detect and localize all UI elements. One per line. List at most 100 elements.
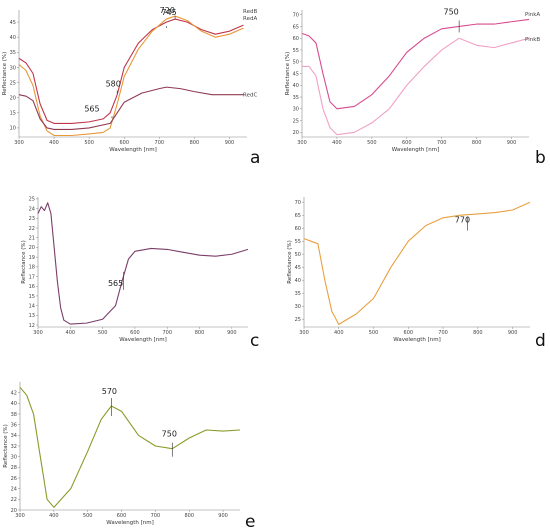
- y-tick-label: 30: [293, 107, 299, 113]
- annotation-label: 565: [84, 104, 99, 113]
- x-tick-label: 300: [299, 330, 309, 336]
- y-tick-label: 60: [295, 226, 301, 232]
- x-tick-label: 900: [508, 330, 518, 336]
- x-tick-label: 500: [84, 140, 94, 146]
- series-line-d: [303, 201, 531, 325]
- y-tick-label: 34: [11, 433, 17, 439]
- x-tick-label: 600: [119, 140, 129, 146]
- y-tick-label: 10: [10, 126, 16, 132]
- y-tick-label: 17: [29, 274, 35, 280]
- chart-panel-a: 300 400 500 600 700 800 900 10 15 20 25 30 35 40 45 Wav…: [2, 6, 260, 168]
- x-tick-label: 300: [33, 330, 43, 336]
- x-tick-label: 300: [15, 513, 25, 519]
- x-tick-label: 500: [98, 330, 108, 336]
- x-tick-label: 500: [83, 513, 93, 519]
- panel-label: e: [245, 512, 255, 532]
- x-tick-label: 800: [195, 330, 205, 336]
- x-tick-label: 300: [297, 140, 307, 146]
- x-axis-label: Wavelength [nm]: [393, 337, 441, 343]
- x-tick-label: 400: [334, 330, 344, 336]
- y-tick-label: 24: [11, 486, 17, 492]
- x-tick-label: 600: [402, 140, 412, 146]
- annotation-label: 570: [102, 387, 117, 396]
- y-tick-label: 45: [293, 71, 299, 77]
- panel-label: c: [250, 331, 259, 351]
- x-axis-label: Wavelength [nm]: [106, 520, 154, 526]
- series-line-c: [37, 202, 249, 325]
- y-tick-label: 15: [29, 294, 35, 300]
- series-line-PinkB: [302, 37, 530, 136]
- legend-entry: RedC: [243, 93, 257, 99]
- y-axis-label: Reflectance (%): [287, 240, 293, 284]
- series-line-RedC: [18, 86, 244, 130]
- y-tick-label: 13: [29, 313, 35, 319]
- x-axis-label: Wavelength [nm]: [109, 147, 157, 153]
- x-tick-label: 300: [14, 140, 24, 146]
- annotation-label: 745: [161, 8, 176, 17]
- y-tick-label: 25: [10, 80, 16, 86]
- y-tick-label: 12: [29, 323, 35, 329]
- y-tick-label: 70: [293, 13, 299, 19]
- x-tick-label: 800: [472, 140, 482, 146]
- y-tick-label: 45: [295, 265, 301, 271]
- y-tick-label: 20: [29, 245, 35, 251]
- y-tick-label: 14: [29, 303, 35, 309]
- x-tick-label: 600: [117, 513, 127, 519]
- x-axis-label: Wavelength [nm]: [119, 337, 167, 343]
- x-axis-label: Wavelength [nm]: [392, 147, 440, 153]
- y-tick-label: 24: [29, 206, 35, 212]
- panel-label: b: [535, 148, 546, 168]
- x-tick-label: 400: [49, 513, 59, 519]
- chart-panel-e: 300 400 500 600 700 800 900 20 22 24 26 28 30 32 34 36 3…: [3, 382, 255, 532]
- x-tick-label: 800: [473, 330, 483, 336]
- y-tick-label: 30: [10, 65, 16, 71]
- legend-entry: RedA: [243, 16, 257, 22]
- x-tick-label: 500: [367, 140, 377, 146]
- series-line-RedA: [18, 15, 244, 137]
- legend-entry: PinkB: [525, 37, 540, 43]
- annotation-label: 565: [108, 279, 123, 288]
- x-tick-label: 400: [332, 140, 342, 146]
- y-tick-label: 16: [29, 284, 35, 290]
- y-tick-label: 32: [11, 444, 17, 450]
- x-tick-label: 700: [151, 513, 161, 519]
- y-tick-label: 23: [29, 216, 35, 222]
- x-tick-label: 900: [225, 140, 235, 146]
- y-tick-label: 55: [293, 48, 299, 54]
- y-tick-label: 50: [293, 60, 299, 66]
- x-tick-label: 700: [438, 330, 448, 336]
- chart-panel-d: 300 400 500 600 700 800 900 25 30 35 40 45 50 55 60 65 7…: [287, 197, 546, 351]
- y-tick-label: 20: [10, 95, 16, 101]
- y-tick-label: 65: [295, 213, 301, 219]
- y-tick-label: 40: [10, 35, 16, 41]
- y-tick-label: 21: [29, 236, 35, 242]
- y-tick-label: 30: [295, 304, 301, 310]
- y-tick-label: 55: [295, 239, 301, 245]
- y-tick-label: 19: [29, 255, 35, 261]
- y-tick-label: 40: [295, 278, 301, 284]
- series-line-e: [19, 386, 241, 508]
- y-tick-label: 45: [10, 20, 16, 26]
- x-tick-label: 800: [184, 513, 194, 519]
- y-tick-label: 28: [11, 465, 17, 471]
- legend-entry: RedB: [243, 9, 257, 15]
- y-tick-label: 38: [11, 412, 17, 418]
- panel-label: d: [535, 331, 546, 351]
- x-tick-label: 900: [507, 140, 517, 146]
- x-tick-label: 900: [227, 330, 237, 336]
- y-tick-label: 18: [29, 265, 35, 271]
- y-tick-label: 20: [11, 508, 17, 514]
- x-tick-label: 500: [369, 330, 379, 336]
- y-tick-label: 35: [295, 291, 301, 297]
- annotation-label: 750: [162, 430, 177, 439]
- y-axis-label: Reflectance (%): [285, 52, 291, 96]
- x-tick-label: 600: [404, 330, 414, 336]
- y-axis-label: Reflectance (%): [2, 52, 8, 96]
- x-tick-label: 400: [49, 140, 59, 146]
- y-tick-label: 15: [10, 111, 16, 117]
- x-tick-label: 700: [162, 330, 172, 336]
- y-tick-label: 22: [11, 497, 17, 503]
- x-tick-label: 600: [130, 330, 140, 336]
- y-axis-label: Reflectance (%): [21, 240, 27, 284]
